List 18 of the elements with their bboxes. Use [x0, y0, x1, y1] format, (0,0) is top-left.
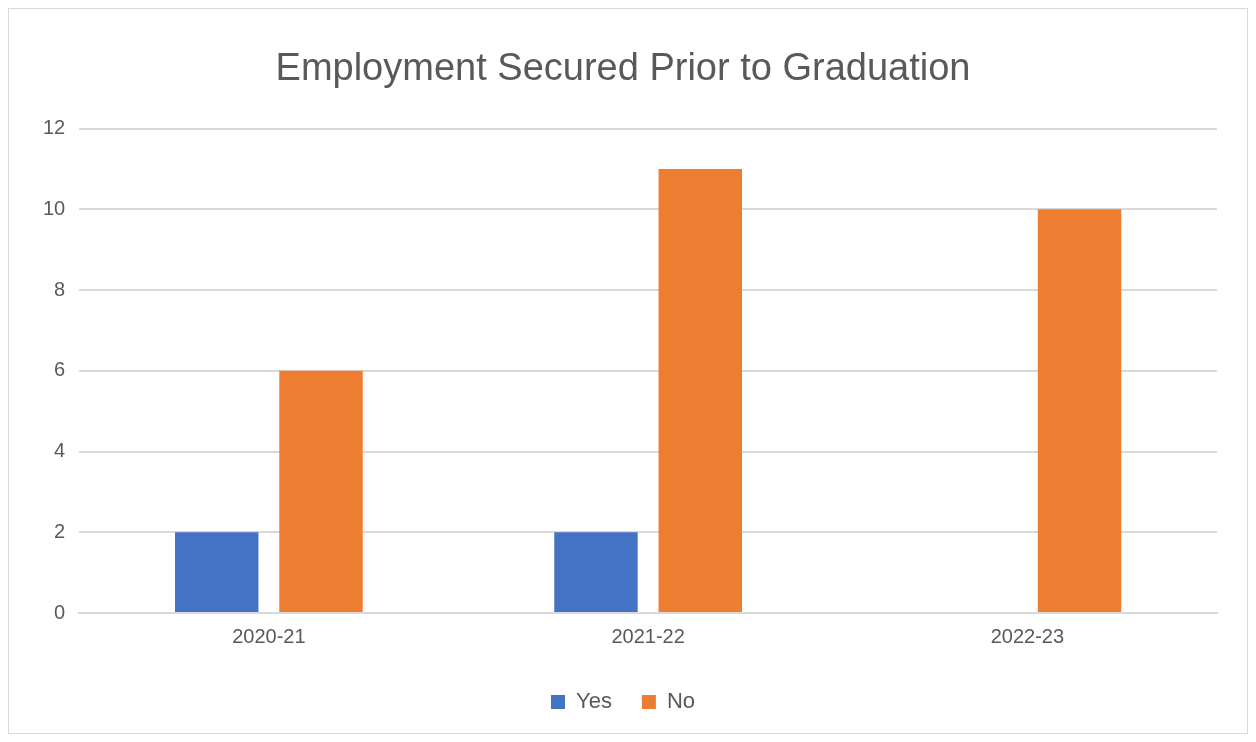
y-tick-label: 0 [54, 600, 66, 623]
bar [279, 370, 363, 612]
legend-label: No [666, 688, 696, 714]
y-tick-label: 2 [54, 519, 66, 542]
x-tick-label: 2020-21 [232, 624, 306, 647]
y-tick-label: 12 [43, 116, 66, 139]
x-tick-label: 2021-22 [611, 624, 685, 647]
y-tick-label: 4 [54, 439, 66, 462]
y-tick-label: 6 [54, 358, 66, 381]
bar [554, 532, 638, 612]
y-tick-label: 10 [43, 196, 66, 219]
bar [658, 168, 742, 612]
legend-label: Yes [575, 688, 612, 714]
bar [175, 532, 259, 612]
x-tick-label: 2022-23 [990, 624, 1065, 647]
bar [1037, 209, 1122, 612]
chart-title: Employment Secured Prior to Graduation [275, 46, 971, 89]
y-tick-label: 8 [54, 277, 66, 300]
